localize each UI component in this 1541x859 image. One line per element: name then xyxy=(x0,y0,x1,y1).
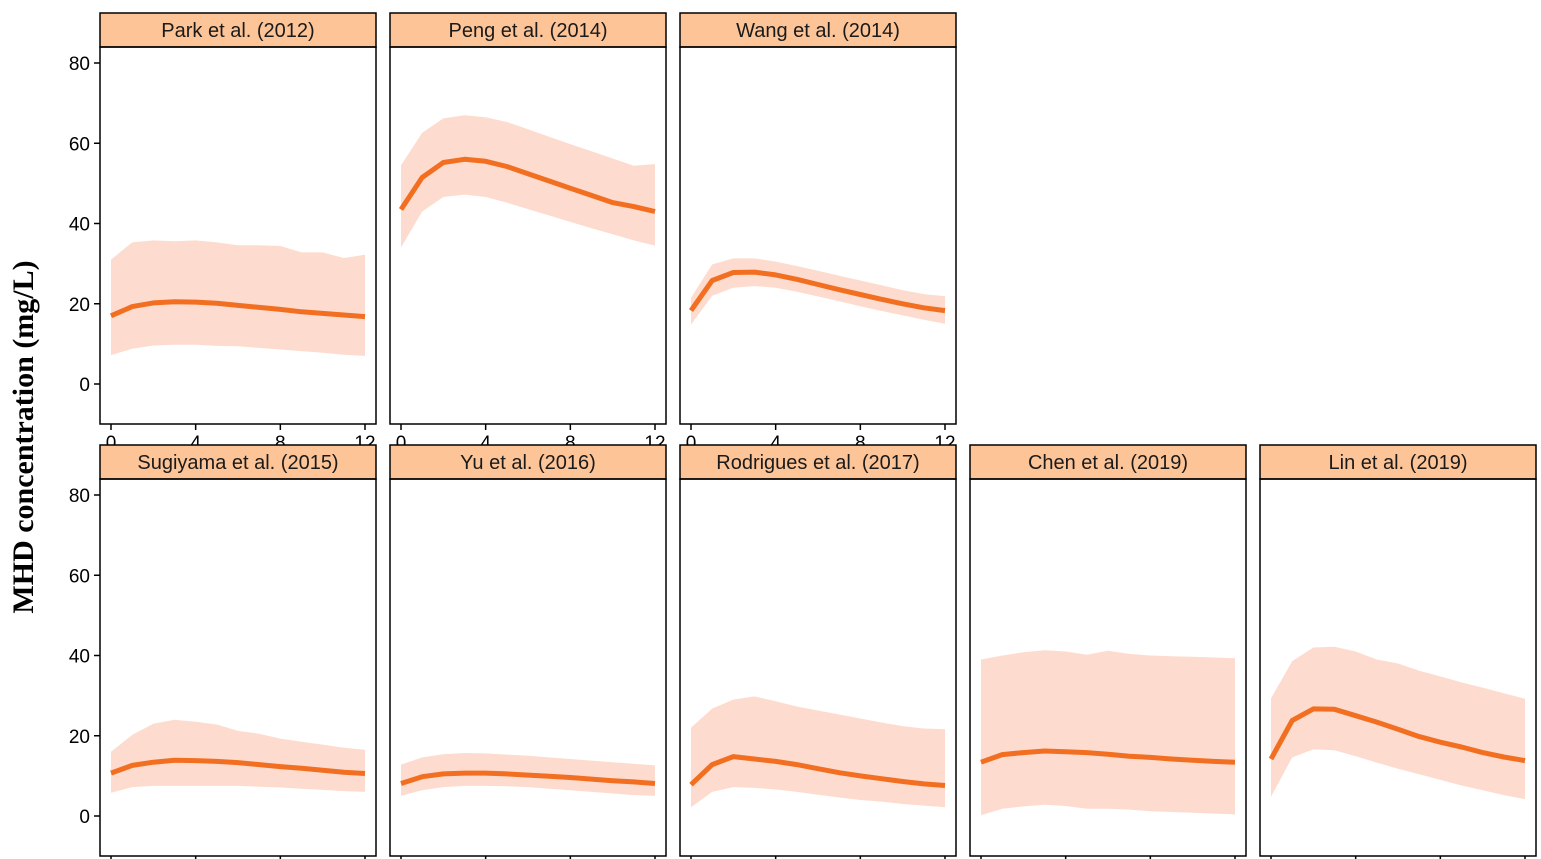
prediction-band xyxy=(981,650,1235,816)
panel-border xyxy=(99,478,377,857)
panel-title: Wang et al. (2014) xyxy=(736,20,900,42)
x-tick-label: 4 xyxy=(190,433,201,454)
panel-strip xyxy=(389,12,667,48)
y-tick-label: 80 xyxy=(69,486,90,507)
median-line xyxy=(980,748,1236,765)
panel-2: Peng et al. (2014)0 4 8 12 xyxy=(389,12,667,454)
median-line xyxy=(688,269,946,314)
x-tick-label: 0 xyxy=(106,433,117,454)
panel-title: Peng et al. (2014) xyxy=(449,20,608,42)
panel-border xyxy=(969,478,1247,857)
panel-strip xyxy=(99,444,377,480)
median-line xyxy=(1268,706,1526,764)
y-tick-label: 20 xyxy=(69,727,90,748)
prediction-band xyxy=(111,719,365,793)
x-tick-label: 0 xyxy=(396,433,407,454)
panel-border xyxy=(679,478,957,857)
prediction-band xyxy=(691,696,945,808)
x-tick-label: 4 xyxy=(770,433,781,454)
panel-border xyxy=(389,478,667,857)
panel-title: Park et al. (2012) xyxy=(161,20,314,42)
x-tick-label: 8 xyxy=(855,433,866,454)
median-line xyxy=(110,757,366,776)
y-tick-label: 0 xyxy=(79,375,90,396)
panel-title: Sugiyama et al. (2015) xyxy=(137,452,338,474)
panel-title: Yu et al. (2016) xyxy=(460,452,596,474)
panel-border xyxy=(389,46,667,425)
panel-strip xyxy=(1259,444,1537,480)
y-tick-label: 60 xyxy=(69,134,90,155)
prediction-band xyxy=(691,258,945,325)
median-line xyxy=(400,770,656,786)
prediction-band xyxy=(401,115,655,248)
prediction-band xyxy=(1271,646,1525,800)
panel-strip xyxy=(679,444,957,480)
y-tick-label: 40 xyxy=(69,647,90,668)
y-tick-label: 40 xyxy=(69,215,90,236)
y-tick-label: 0 xyxy=(79,807,90,828)
panel-title: Rodrigues et al. (2017) xyxy=(716,452,919,474)
y-tick-label: 80 xyxy=(69,54,90,75)
y-tick-label: 20 xyxy=(69,295,90,316)
x-tick-label: 0 xyxy=(686,433,697,454)
x-tick-label: 4 xyxy=(480,433,491,454)
median-line xyxy=(110,299,366,320)
panel-border xyxy=(99,46,377,425)
panel-title: Chen et al. (2019) xyxy=(1028,452,1188,474)
panel-border xyxy=(1259,478,1537,857)
median-line xyxy=(689,754,946,788)
panel-strip xyxy=(679,12,957,48)
panel-strip xyxy=(99,12,377,48)
panel-title: Lin et al. (2019) xyxy=(1329,452,1468,474)
panel-3: Wang et al. (2014)0 4 8 12 xyxy=(679,12,957,454)
panel-strip xyxy=(389,444,667,480)
y-axis-label: MHD concentration (mg/L) xyxy=(7,260,40,613)
panel-border xyxy=(679,46,957,425)
y-tick-label: 60 xyxy=(69,566,90,587)
x-tick-label: 8 xyxy=(565,433,576,454)
x-tick-label: 8 xyxy=(275,433,286,454)
prediction-band xyxy=(111,240,365,356)
median-line xyxy=(398,156,656,214)
